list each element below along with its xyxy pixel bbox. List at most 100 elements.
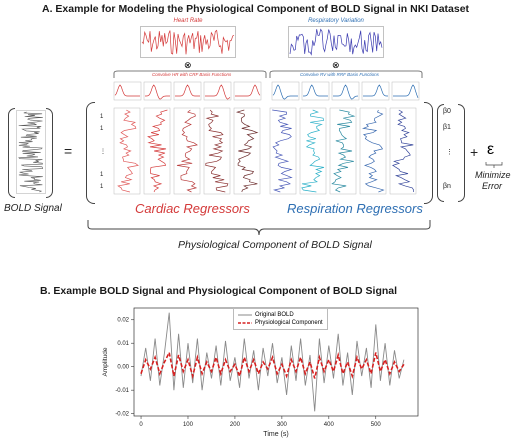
- y-tick-label: 0.01: [117, 341, 129, 347]
- y-tick-label: 0.02: [117, 318, 129, 324]
- resp-basis-curve: [303, 84, 328, 97]
- epsilon-symbol: ε: [487, 141, 495, 158]
- regressor-frame: [203, 107, 231, 195]
- bold-bracket-left: [8, 108, 15, 198]
- regressor-frame: [233, 107, 261, 195]
- basis-plot-frame: [143, 81, 172, 101]
- legend-label-physio: Physiological Component: [255, 320, 323, 326]
- row-index-3: 1: [100, 172, 104, 178]
- row-index-4: 1: [100, 184, 104, 190]
- convolve-symbol-cardiac: ⊗: [184, 60, 192, 70]
- cardiac-basis-brace: [113, 70, 267, 78]
- physio-brace: [87, 220, 431, 236]
- basis-plot-frame: [113, 81, 142, 101]
- cardiac-basis-label: Convolve HR with CRF Basis Functions: [152, 72, 232, 77]
- regressor-frame: [329, 107, 357, 195]
- x-tick-label: 0: [139, 422, 143, 428]
- heart-rate-title: Heart Rate: [173, 18, 203, 24]
- y-tick-label: -0.02: [115, 412, 129, 418]
- regressor-frame: [389, 107, 417, 195]
- basis-plot-frame: [361, 81, 390, 101]
- series-physio-component: [140, 350, 405, 380]
- regressor-frame: [173, 107, 201, 195]
- basis-plot-frame: [173, 81, 202, 101]
- error-label: Error: [482, 181, 502, 191]
- x-tick-label: 400: [324, 422, 335, 428]
- heart-rate-trace: [141, 29, 235, 55]
- regressor-frame: [143, 107, 171, 195]
- cardiac-regressors-label: Cardiac Regressors: [135, 201, 250, 216]
- heart-rate-svg: [140, 26, 236, 58]
- x-tick-label: 500: [371, 422, 382, 428]
- row-index-2: 1: [100, 126, 104, 132]
- basis-plot-frame: [271, 81, 300, 101]
- beta-bracket-left: [437, 104, 444, 202]
- basis-function-plots: [113, 81, 420, 101]
- basis-plot-frame: [391, 81, 420, 101]
- beta-0: β0: [443, 108, 451, 115]
- heart-rate-plot: Heart Rate: [140, 18, 236, 58]
- regressor-bracket-right: [424, 102, 433, 204]
- basis-plot-frame: [331, 81, 360, 101]
- x-tick-label: 100: [183, 422, 194, 428]
- beta-dots: ⋮: [446, 149, 453, 156]
- resp-regressors-label: Respiration Regressors: [287, 201, 423, 216]
- resp-basis-curve: [393, 84, 419, 99]
- resp-basis-brace: [269, 70, 423, 78]
- resp-trace: [289, 28, 383, 56]
- resp-regressor-trace: [331, 109, 356, 193]
- plus-sign: +: [470, 144, 479, 160]
- cardiac-regressor-trace: [147, 109, 168, 193]
- minimize-label: Minimize: [475, 170, 511, 180]
- legend-item-physio: Physiological Component: [238, 319, 323, 327]
- regressor-frame: [359, 107, 387, 195]
- basis-braces: [113, 70, 423, 78]
- x-tick-label: 200: [230, 422, 241, 428]
- regressor-bracket-left: [86, 102, 95, 204]
- convolve-symbol-resp: ⊗: [332, 60, 340, 70]
- resp-regressor-trace: [272, 109, 293, 193]
- basis-plot-frame: [233, 81, 262, 101]
- cardiac-basis-curve: [235, 84, 261, 97]
- section-a-title: A. Example for Modeling the Physiologica…: [42, 3, 470, 15]
- y-tick-label: -0.01: [115, 388, 129, 394]
- bold-signal-trace: [18, 111, 43, 193]
- resp-basis-label: Convolve RV with RRF Basis Functions: [300, 72, 379, 77]
- basis-plot-frame: [203, 81, 232, 101]
- error-brace: [485, 162, 503, 168]
- row-index-dots: ⋮: [100, 149, 106, 155]
- resp-title: Respiratory Variation: [308, 18, 364, 24]
- resp-basis-curve: [272, 84, 298, 100]
- resp-regressor-trace: [391, 109, 414, 193]
- legend-label-original: Original BOLD: [255, 312, 294, 318]
- x-tick-label: 300: [277, 422, 288, 428]
- series-original-bold: [140, 312, 405, 412]
- resp-plot: Respiratory Variation: [288, 18, 384, 58]
- resp-basis-curve: [333, 84, 359, 100]
- x-axis-label: Time (s): [263, 431, 288, 438]
- cardiac-regressor-trace: [176, 109, 199, 193]
- bold-bracket-right: [46, 108, 53, 198]
- beta-bracket-right: [458, 104, 465, 202]
- regressor-frame: [113, 107, 141, 195]
- resp-regressor-trace: [301, 109, 325, 193]
- beta-1: β1: [443, 124, 451, 131]
- beta-n: βn: [443, 183, 451, 190]
- bold-signal-svg: [16, 110, 46, 194]
- row-index-1: 1: [100, 114, 104, 120]
- cardiac-regressor-trace: [117, 109, 139, 193]
- chart-legend: Original BOLD Physiological Component: [233, 308, 328, 330]
- cardiac-regressor-trace: [235, 109, 259, 193]
- resp-svg: [288, 26, 384, 58]
- y-axis-label: Amplitude: [102, 347, 109, 376]
- section-b-title: B. Example BOLD Signal and Physiological…: [40, 285, 398, 297]
- regressor-columns: [113, 107, 417, 195]
- regressor-frame: [269, 107, 297, 195]
- cardiac-basis-curve: [175, 84, 200, 97]
- legend-item-original: Original BOLD: [238, 311, 323, 319]
- equals-sign: =: [64, 143, 73, 159]
- y-tick-label: 0.00: [117, 365, 129, 371]
- cardiac-basis-curve: [145, 84, 170, 100]
- basis-plot-frame: [301, 81, 330, 101]
- physio-component-label: Physiological Component of BOLD Signal: [178, 239, 372, 251]
